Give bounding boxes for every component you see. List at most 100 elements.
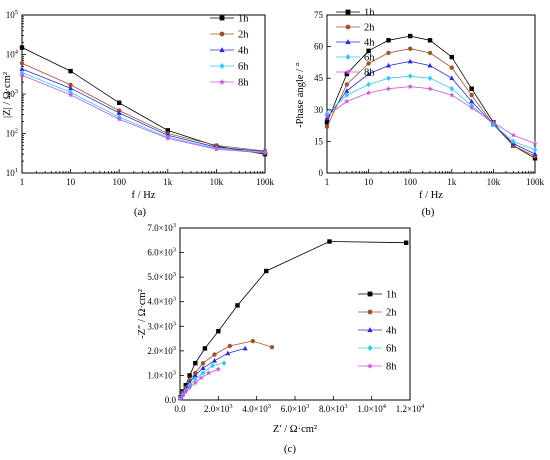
panel-c-data-point-1h: [264, 268, 269, 274]
panel-c-x-axis-label: Z′ / Ω·cm²: [273, 424, 317, 435]
panel-c-chart: 0.0 2.0×103 4.0×103 6.0×103 8.0×103 1.0×104 1.…: [137, 222, 425, 455]
panel-a-data-point-1h: [117, 100, 122, 105]
panel-c-data-point-2h: [250, 338, 256, 344]
panel-c-y-tick-label: 5.0×103: [147, 271, 176, 282]
panel-c-data-point-8h: [215, 366, 222, 372]
panel-b-data-point-8h: [427, 85, 433, 92]
panel-c-data-point-1h: [403, 240, 409, 245]
panel-b-data-point-6h: [510, 138, 516, 145]
panel-b-data-point-4h: [407, 58, 413, 64]
panel-a-legend-marker-8h: [218, 78, 226, 85]
panel-b-y-tick-label: 30: [314, 105, 324, 115]
panel-b-legend-label-6h: 6h: [364, 53, 375, 64]
panel-a-x-tick-label: 1: [20, 177, 25, 187]
panel-c-data-point-6h: [221, 360, 227, 366]
panel-b-data-point-2h: [324, 124, 330, 129]
panel-b-data-point-2h: [366, 61, 371, 66]
panel-c-data-point-1h: [202, 346, 208, 351]
panel-b-x-tick-label: 100: [403, 177, 417, 187]
panel-c-series-line-2h: [180, 340, 273, 399]
panel-a-x-tick-label: 10: [66, 177, 76, 187]
panel-a-y-tick-label: 101: [6, 167, 18, 178]
panel-c-data-point-1h: [183, 383, 188, 388]
panel-b-data-point-1h: [408, 33, 413, 39]
panel-c-data-point-8h: [182, 388, 189, 395]
panel-c-series-line-1h: [180, 241, 407, 398]
panel-b-data-point-4h: [449, 75, 455, 81]
panel-b-y-axis-label: -Phase angle / °: [295, 62, 306, 128]
panel-a-data-point-8h: [67, 91, 74, 98]
panel-a-legend-label-6h: 6h: [238, 62, 249, 73]
panel-b-data-point-8h: [448, 92, 455, 98]
panel-b-series-line-6h: [326, 75, 536, 151]
panel-c-x-tick-label: 2.0×103: [204, 403, 233, 414]
panel-a-data-point-2h: [19, 61, 25, 66]
panel-c-data-point-4h: [200, 365, 206, 371]
panel-a-x-axis-label: f / Hz: [132, 190, 156, 201]
panel-c-y-tick-label: 4.0×103: [147, 296, 176, 307]
panel-c-x-tick-label: 6.0×103: [281, 403, 310, 414]
panel-c-data-point-1h: [327, 239, 332, 244]
panel-b-data-point-8h: [385, 85, 392, 92]
panel-b-y-tick-label: 45: [314, 73, 324, 83]
panel-c-legend-marker-6h: [367, 345, 373, 351]
panel-c-x-tick-label: 0.0: [174, 404, 186, 414]
panel-a-legend-marker-1h: [219, 15, 225, 21]
panel-c-data-point-1h: [216, 329, 221, 334]
panel-b-data-point-8h: [407, 83, 414, 90]
panel-b-data-point-4h: [366, 71, 372, 76]
panel-b-data-point-2h: [344, 82, 350, 87]
panel-b-data-point-2h: [469, 92, 474, 98]
panel-c-data-point-8h: [205, 370, 212, 376]
panel-c-legend-label-8h: 8h: [386, 362, 397, 373]
panel-b-legend-marker-8h: [344, 68, 352, 75]
panel-c-data-point-4h: [192, 372, 198, 378]
panel-c-data-point-8h: [180, 392, 186, 398]
panel-a-data-point-8h: [213, 146, 220, 152]
panel-c-legend-marker-4h: [367, 327, 373, 333]
panel-a-x-tick-label: 10k: [210, 177, 224, 187]
panel-c-data-point-2h: [200, 360, 206, 366]
panel-c-y-axis-label: -Z″ / Ω·cm²: [137, 289, 148, 339]
panel-a-x-tick-label: 1k: [163, 177, 173, 187]
panel-a-legend-marker-6h: [219, 63, 225, 69]
panel-c-axes-frame: [179, 227, 411, 401]
panel-b-data-point-8h: [365, 89, 372, 96]
panel-b-data-point-1h: [449, 54, 454, 60]
panel-b-data-point-6h: [449, 85, 455, 92]
panel-c-x-tick-label: 1.2×104: [396, 403, 425, 414]
panel-b-chart: 1 10 100 1k 10k 100k 0 15 30 45 60 75 f / Hz -Phase a…: [295, 8, 545, 219]
panel-a-data-point-4h: [116, 110, 122, 115]
panel-b-legend-label-1h: 1h: [364, 8, 375, 19]
panel-b-x-tick-label: 10: [364, 177, 374, 187]
panel-c-y-tick-label: 2.0×103: [147, 345, 176, 356]
panel-c-data-point-1h: [187, 373, 192, 378]
panel-c-data-point-4h: [225, 350, 231, 356]
panel-c-data-point-6h: [200, 370, 206, 376]
panel-a-data-point-8h: [19, 72, 25, 78]
panel-b-legend-marker-1h: [345, 9, 351, 15]
panel-c-legend-label-4h: 4h: [386, 326, 397, 337]
panel-b-y-tick-label: 60: [314, 42, 324, 52]
panel-b-data-point-2h: [449, 65, 454, 70]
panel-c-data-point-8h: [198, 374, 204, 381]
panel-c-x-tick-label: 4.0×103: [242, 403, 271, 414]
panel-b-data-point-2h: [427, 50, 433, 56]
panel-a-y-tick-label: 104: [6, 49, 19, 60]
panel-a-data-point-4h: [68, 85, 74, 91]
panel-b-y-tick-label: 15: [314, 136, 324, 146]
panel-c-legend-label-2h: 2h: [386, 308, 397, 319]
panel-b-data-point-4h: [324, 115, 330, 121]
panel-c-data-point-8h: [186, 384, 193, 391]
panel-c-legend-marker-2h: [367, 309, 373, 315]
panel-a-data-point-1h: [19, 45, 25, 50]
panel-a-y-axis-label: |Z| / Ω·cm²: [2, 72, 13, 118]
panel-c-x-tick-label: 1.0×104: [357, 403, 386, 414]
panel-b-data-point-8h: [490, 119, 497, 125]
panel-c-y-tick-label: 6.0×103: [147, 247, 176, 258]
panel-b-legend-label-8h: 8h: [364, 68, 375, 79]
panel-c-data-point-8h: [192, 379, 199, 386]
panel-a-data-point-1h: [68, 68, 73, 74]
panel-b-data-point-4h: [344, 88, 350, 93]
